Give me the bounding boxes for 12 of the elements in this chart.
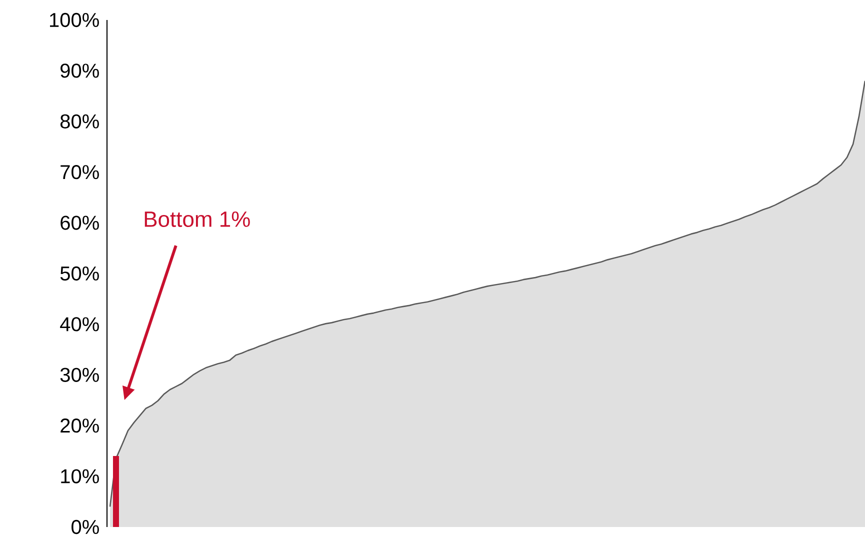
y-tick-label: 70%	[60, 165, 99, 180]
y-tick-label: 10%	[61, 469, 99, 484]
y-tick-label: 80%	[60, 114, 99, 128]
y-tick-label: 60%	[60, 216, 99, 230]
y-tick-label: 90%	[60, 64, 99, 78]
y-tick-label: 40%	[60, 317, 99, 332]
y-tick-label: 100%	[50, 12, 99, 28]
y-tick-label: 0%	[72, 520, 99, 534]
y-tick-label: 30%	[60, 368, 99, 382]
y-tick-label: 20%	[60, 418, 99, 433]
y-tick-label: 50%	[60, 266, 99, 281]
annotation: Bottom 1%	[144, 212, 250, 227]
